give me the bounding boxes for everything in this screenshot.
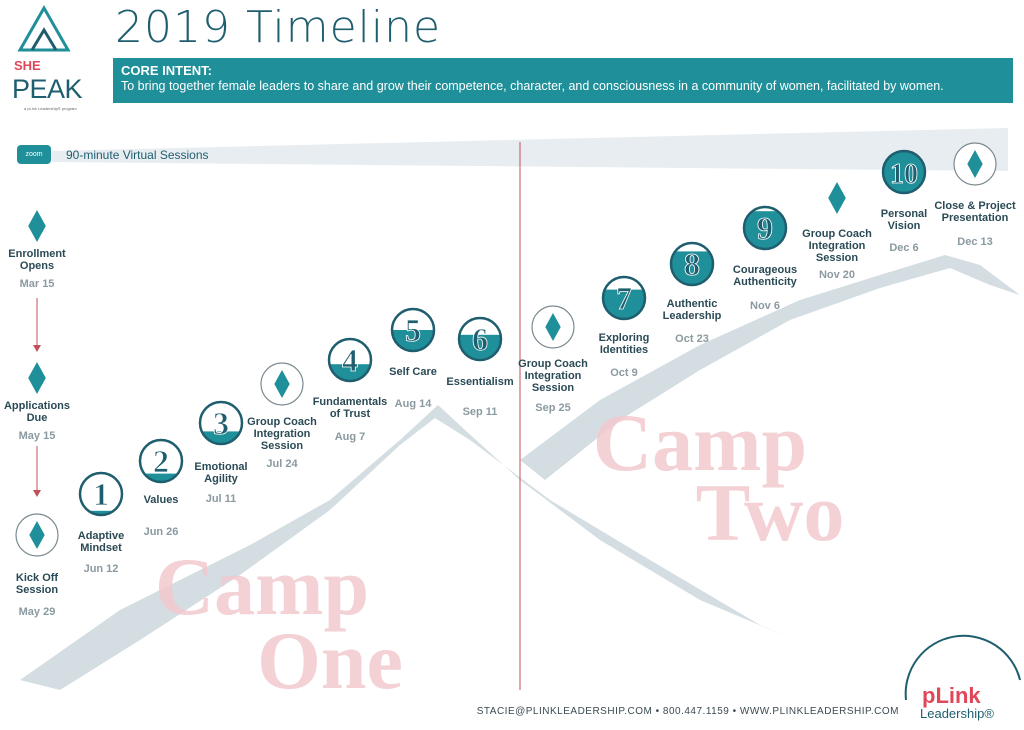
milestone-label: Group Coach Integration Session bbox=[247, 416, 317, 452]
milestone-label: Adaptive Mindset bbox=[77, 530, 125, 554]
logo-she: SHE bbox=[14, 58, 41, 73]
zoom-icon: zoom bbox=[17, 145, 51, 164]
milestone-label: Authentic Leadership bbox=[662, 298, 722, 322]
footer-contact: STACIE@PLINKLEADERSHIP.COM • 800.447.115… bbox=[476, 706, 899, 717]
milestone-date: Oct 23 bbox=[675, 333, 709, 345]
session-progress-fill bbox=[80, 510, 122, 515]
milestone-label: Emotional Agility bbox=[194, 461, 248, 485]
milestone-date: May 29 bbox=[18, 606, 56, 618]
session-progress-fill bbox=[140, 473, 182, 482]
session-number-ring bbox=[881, 149, 927, 195]
plink-logo-word: pLink bbox=[922, 683, 981, 708]
session-number: 9 bbox=[757, 210, 773, 246]
session-number-ring bbox=[669, 241, 715, 287]
milestone-date: May 15 bbox=[18, 430, 56, 442]
arrow-head-1 bbox=[33, 345, 41, 352]
milestone-date: Sep 11 bbox=[462, 406, 498, 418]
session-number-ring bbox=[138, 438, 184, 484]
milestone-label: Self Care bbox=[389, 366, 437, 378]
milestone-date: Nov 20 bbox=[818, 269, 856, 281]
milestone-diamond-icon bbox=[29, 521, 45, 549]
milestone-diamond-icon bbox=[28, 362, 46, 394]
milestone-label: Fundamentals of Trust bbox=[312, 396, 388, 420]
camp-one-mountain bbox=[20, 405, 795, 690]
milestone-label: Applications Due bbox=[3, 400, 71, 424]
milestone-label: Group Coach Integration Session bbox=[802, 228, 872, 264]
zoom-bar bbox=[52, 128, 1008, 171]
milestone-label: Group Coach Integration Session bbox=[518, 358, 588, 394]
session-number-circle bbox=[140, 440, 182, 482]
session-number-ring bbox=[742, 205, 788, 251]
session-number-ring bbox=[78, 471, 124, 517]
session-number-ring bbox=[198, 400, 244, 446]
milestone-label: Personal Vision bbox=[880, 208, 928, 232]
milestone-diamond-icon bbox=[545, 313, 561, 341]
session-number-ring bbox=[390, 307, 436, 353]
logo-tagline: a pLink Leadership® program bbox=[24, 106, 77, 111]
milestone-date: Mar 15 bbox=[19, 278, 55, 290]
session-number-ring bbox=[601, 275, 647, 321]
milestone-label: Essentialism bbox=[446, 376, 514, 388]
core-intent-banner: CORE INTENT: To bring together female le… bbox=[113, 58, 1013, 103]
milestone-label: Exploring Identities bbox=[598, 332, 650, 356]
milestone-date: Jun 26 bbox=[143, 526, 179, 538]
session-number: 4 bbox=[342, 342, 358, 378]
session-number: 7 bbox=[616, 280, 632, 316]
camp-two-mountain bbox=[520, 255, 1020, 480]
session-number: 8 bbox=[684, 246, 700, 282]
logo-peak: PEAK bbox=[12, 74, 83, 104]
milestone-date: Sep 25 bbox=[535, 402, 571, 414]
session-number-ring bbox=[457, 316, 503, 362]
milestone-label: Courageous Authenticity bbox=[732, 264, 798, 288]
camp-two-word-1: Camp bbox=[593, 397, 807, 488]
session-number: 6 bbox=[472, 321, 488, 357]
milestone-label: Enrollment Opens bbox=[8, 248, 66, 272]
session-number: 3 bbox=[213, 405, 229, 441]
milestone-diamond-icon bbox=[274, 370, 290, 398]
milestone-date: Oct 9 bbox=[610, 367, 638, 379]
session-number: 5 bbox=[405, 312, 421, 348]
arrow-head-2 bbox=[33, 490, 41, 497]
milestone-label: Kick Off Session bbox=[15, 572, 59, 596]
shepeak-logo-mark bbox=[17, 4, 71, 52]
session-number: 2 bbox=[153, 443, 169, 479]
milestone-date: Nov 6 bbox=[750, 300, 780, 312]
milestone-date: Jul 24 bbox=[266, 458, 298, 470]
zoom-label: 90-minute Virtual Sessions bbox=[66, 148, 209, 162]
camp-one-word-1: Camp bbox=[155, 541, 369, 632]
milestone-date: Jun 12 bbox=[83, 563, 119, 575]
milestone-diamond-icon bbox=[28, 210, 46, 242]
camp-one-word-2: One bbox=[257, 615, 403, 706]
milestone-date: Jul 11 bbox=[205, 493, 237, 505]
milestone-diamond-icon bbox=[967, 150, 983, 178]
core-intent-heading: CORE INTENT: bbox=[121, 63, 212, 78]
page-title: 2019 Timeline bbox=[115, 2, 442, 53]
milestone-date: Aug 7 bbox=[334, 431, 366, 443]
session-number-circle bbox=[80, 473, 122, 515]
plink-circle bbox=[904, 634, 1021, 701]
milestone-date: Dec 6 bbox=[889, 242, 919, 254]
milestone-date: Dec 13 bbox=[957, 236, 993, 248]
milestone-label: Values bbox=[143, 494, 179, 506]
session-progress-fill bbox=[392, 330, 434, 351]
camp-two-word-2: Two bbox=[696, 467, 845, 558]
milestone-diamond-icon bbox=[828, 182, 846, 214]
milestone-date: Aug 14 bbox=[394, 398, 432, 410]
session-number: 1 bbox=[93, 476, 109, 512]
milestone-label: Close & Project Presentation bbox=[934, 200, 1016, 224]
plink-logo-sub: Leadership® bbox=[920, 706, 994, 721]
core-intent-text: To bring together female leaders to shar… bbox=[121, 79, 944, 93]
session-number: 10 bbox=[890, 159, 918, 190]
session-number-ring bbox=[327, 337, 373, 383]
